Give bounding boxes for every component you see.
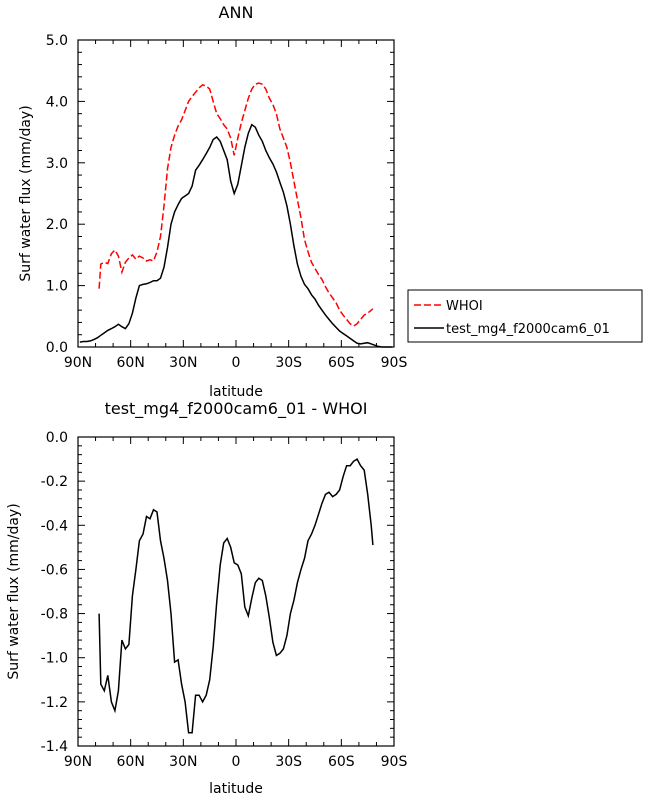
x-tick-label: 30N [169, 754, 197, 770]
y-tick-label: 3.0 [46, 156, 68, 172]
top-x-axis: 90N 60N 30N 0 30S 60S 90S [64, 40, 408, 371]
bottom-series-lines [98, 458, 374, 734]
bottom-plot-frame [77, 436, 395, 747]
y-tick-label: 0.0 [46, 340, 68, 356]
x-tick-label: 90S [381, 754, 408, 770]
x-tick-label: 60N [117, 355, 145, 371]
series-line-0 [98, 458, 374, 734]
series-line-0 [98, 82, 374, 328]
x-tick-label: 30S [275, 355, 302, 371]
bottom-y-axis: -1.4 -1.2 -1.0 -0.8 -0.6 -0.4 -0.2 0.0 [41, 430, 394, 755]
y-tick-label: -1.4 [41, 739, 68, 755]
panel-top: ANN 90N 60N 30N 0 30S 60S 90S 0.0 1.0 2.0 3.0 4.0 5… [18, 3, 407, 400]
y-tick-label: 2.0 [46, 217, 68, 233]
x-tick-label: 60N [117, 754, 145, 770]
y-tick-label: 4.0 [46, 94, 68, 110]
x-tick-label: 60S [328, 754, 355, 770]
x-tick-label: 90N [64, 754, 92, 770]
top-plot-frame [77, 39, 395, 348]
legend-entry-test: test_mg4_f2000cam6_01 [446, 322, 610, 337]
bottom-x-axis: 90N 60N 30N 0 30S 60S 90S [64, 437, 408, 770]
y-tick-label: -0.2 [41, 474, 68, 490]
y-tick-label: 5.0 [46, 33, 68, 49]
legend: WHOI test_mg4_f2000cam6_01 [407, 289, 643, 343]
x-tick-label: 60S [328, 355, 355, 371]
x-tick-label: 0 [232, 754, 241, 770]
y-tick-label: 0.0 [46, 430, 68, 446]
y-tick-label: -0.6 [41, 562, 68, 578]
top-y-axis: 0.0 1.0 2.0 3.0 4.0 5.0 [46, 33, 394, 356]
y-tick-label: -1.2 [41, 695, 68, 711]
x-tick-label: 90S [381, 355, 408, 371]
x-tick-label: 30S [275, 754, 302, 770]
bottom-x-axis-label: latitude [209, 781, 263, 797]
top-series-lines [79, 82, 393, 348]
y-tick-label: -0.4 [41, 518, 68, 534]
y-tick-label: 1.0 [46, 279, 68, 295]
series-line-1 [79, 123, 393, 348]
x-tick-label: 30N [169, 355, 197, 371]
top-chart-title: ANN [219, 3, 254, 22]
top-y-axis-label: Surf water flux (mm/day) [18, 105, 34, 281]
y-tick-label: -1.0 [41, 651, 68, 667]
x-tick-label: 90N [64, 355, 92, 371]
top-x-axis-label: latitude [209, 384, 263, 400]
legend-entry-whoi: WHOI [446, 299, 483, 314]
bottom-y-axis-label: Surf water flux (mm/day) [6, 503, 22, 679]
y-tick-label: -0.8 [41, 607, 68, 623]
x-tick-label: 0 [232, 355, 241, 371]
legend-box [407, 289, 643, 343]
panel-bottom: test_mg4_f2000cam6_01 - WHOI 90N 60N 30N 0 3… [6, 399, 407, 797]
bottom-chart-title: test_mg4_f2000cam6_01 - WHOI [105, 399, 368, 419]
